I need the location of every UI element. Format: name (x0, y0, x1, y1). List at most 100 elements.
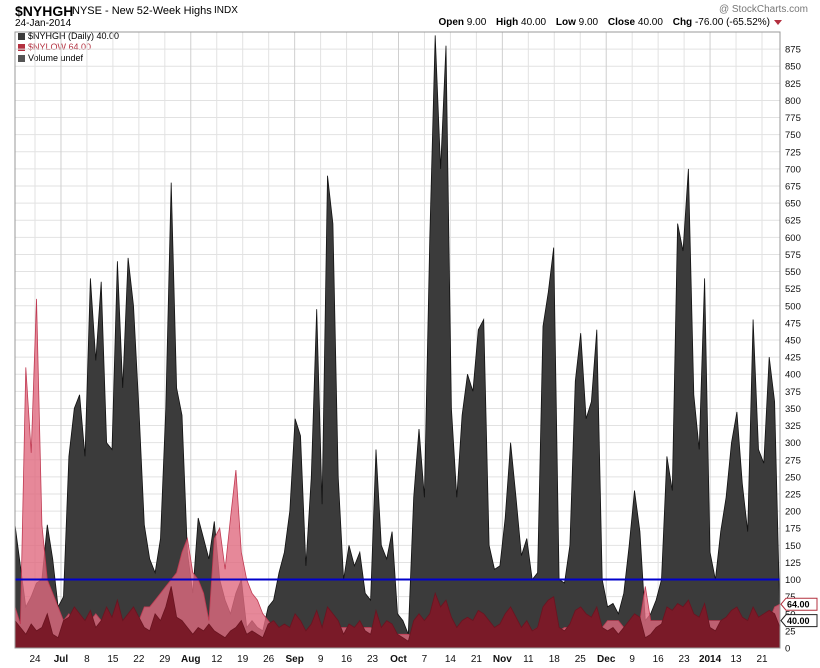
y-tick-label: 450 (785, 336, 801, 347)
x-tick-label: Nov (493, 654, 512, 665)
watermark[interactable]: @ StockCharts.com (718, 4, 808, 15)
x-tick-label: 15 (107, 654, 119, 665)
legend-label-volume: Volume undef (28, 53, 84, 63)
x-tick-label: Oct (390, 654, 407, 665)
x-tick-label: 29 (159, 654, 171, 665)
y-tick-label: 225 (785, 490, 801, 501)
x-tick-label: 2014 (699, 654, 722, 665)
y-tick-label: 125 (785, 558, 801, 569)
y-tick-label: 750 (785, 130, 801, 141)
y-tick-label: 725 (785, 147, 801, 158)
y-tick-label: 350 (785, 404, 801, 415)
x-tick-label: 24 (29, 654, 41, 665)
x-tick-label: 21 (471, 654, 483, 665)
chart-header: $NYHGH NYSE - New 52-Week Highs INDX 24-… (0, 0, 820, 63)
chg-label: Chg (672, 17, 693, 28)
y-tick-label: 475 (785, 318, 801, 329)
series-area-2 (14, 586, 781, 649)
x-tick-label: 18 (549, 654, 561, 665)
open-value: 9.00 (466, 17, 487, 28)
ohlc-readout: Open 9.00 High 40.00 Low 9.00 Close 40.0… (431, 17, 782, 28)
legend-swatch-highs (18, 33, 25, 40)
high-value: 40.00 (521, 17, 547, 28)
x-tick-label: 26 (263, 654, 275, 665)
x-tick-label: 7 (422, 654, 428, 665)
y-tick-label: 550 (785, 267, 801, 278)
x-tick-label: 11 (523, 654, 534, 665)
y-tick-label: 250 (785, 472, 801, 483)
legend-label-highs: $NYHGH (Daily) 40.00 (28, 31, 120, 41)
y-tick-label: 800 (785, 96, 801, 107)
x-tick-label: Sep (285, 654, 303, 665)
y-tick-label: 325 (785, 421, 801, 432)
last-value-tags: 40.00 64.00 (780, 597, 818, 628)
legend-label-lows: $NYLOW 64.00 (28, 42, 92, 52)
y-tick-label: 75 (785, 592, 796, 603)
down-triangle-icon (774, 19, 782, 25)
y-tick-label: 825 (785, 79, 801, 90)
y-tick-label: 175 (785, 524, 801, 535)
y-tick-label: 850 (785, 62, 801, 73)
y-tick-label: 775 (785, 113, 801, 124)
y-tick-label: 675 (785, 182, 801, 193)
x-tick-label: 14 (445, 654, 457, 665)
legend-item-volume: Volume undef (18, 53, 119, 64)
x-tick-label: 16 (653, 654, 665, 665)
y-tick-label: 150 (785, 541, 801, 552)
x-tick-label: Jul (54, 654, 69, 665)
y-tick-label: 650 (785, 199, 801, 210)
y-tick-label: 425 (785, 353, 801, 364)
low-value: 9.00 (578, 17, 599, 28)
x-tick-label: Dec (597, 654, 616, 665)
x-tick-label: 8 (84, 654, 90, 665)
y-tick-label: 500 (785, 301, 801, 312)
y-tick-label: 625 (785, 216, 801, 227)
symbol-label: $NYHGH (15, 3, 74, 19)
y-tick-label: 300 (785, 438, 801, 449)
y-axis: 0255075100125150175200225250275300325350… (785, 45, 801, 655)
x-tick-label: Aug (181, 654, 200, 665)
x-tick-label: 12 (211, 654, 223, 665)
x-tick-label: 25 (575, 654, 587, 665)
y-tick-label: 275 (785, 455, 801, 466)
y-tick-label: 100 (785, 575, 801, 586)
x-tick-label: 9 (629, 654, 635, 665)
chart-title: NYSE - New 52-Week Highs (72, 5, 212, 17)
legend-swatch-lows (18, 44, 25, 51)
date-label: 24-Jan-2014 (15, 18, 72, 29)
legend-swatch-volume (18, 55, 25, 62)
x-tick-label: 21 (756, 654, 768, 665)
x-tick-label: 9 (318, 654, 324, 665)
low-label: Low (555, 17, 576, 28)
y-tick-label: 0 (785, 644, 790, 655)
y-tick-label: 525 (785, 284, 801, 295)
y-tick-label: 575 (785, 250, 801, 261)
y-tick-label: 200 (785, 507, 801, 518)
y-tick-label: 600 (785, 233, 801, 244)
last-value-text: 64.00 (787, 600, 810, 610)
x-tick-label: 22 (133, 654, 145, 665)
high-label: High (496, 17, 519, 28)
legend-item-highs: $NYHGH (Daily) 40.00 (18, 31, 119, 42)
last-value-tag-0: 40.00 (780, 614, 818, 628)
open-label: Open (438, 17, 465, 28)
plot-frame (14, 31, 781, 649)
x-tick-label: 19 (237, 654, 249, 665)
x-tick-label: 23 (367, 654, 379, 665)
chg-value: -76.00 (-65.52%) (694, 17, 770, 28)
x-tick-label: 23 (679, 654, 691, 665)
y-tick-label: 25 (785, 626, 796, 637)
last-value-text: 40.00 (787, 616, 810, 626)
close-value: 40.00 (637, 17, 663, 28)
x-axis: 24 Jul 8 15 22 29 Aug 12 19 26 Sep 9 16 23 Oct 7 14 21 Nov… (29, 654, 768, 665)
series-area-0 (14, 35, 781, 649)
y-tick-label: 400 (785, 370, 801, 381)
x-tick-label: 13 (730, 654, 742, 665)
y-tick-label: 375 (785, 387, 801, 398)
y-tick-label: 875 (785, 45, 801, 56)
legend-item-lows: $NYLOW 64.00 (18, 42, 119, 53)
index-label: INDX (214, 5, 238, 16)
x-tick-label: 16 (341, 654, 353, 665)
last-value-tag-1: 64.00 (780, 597, 818, 611)
